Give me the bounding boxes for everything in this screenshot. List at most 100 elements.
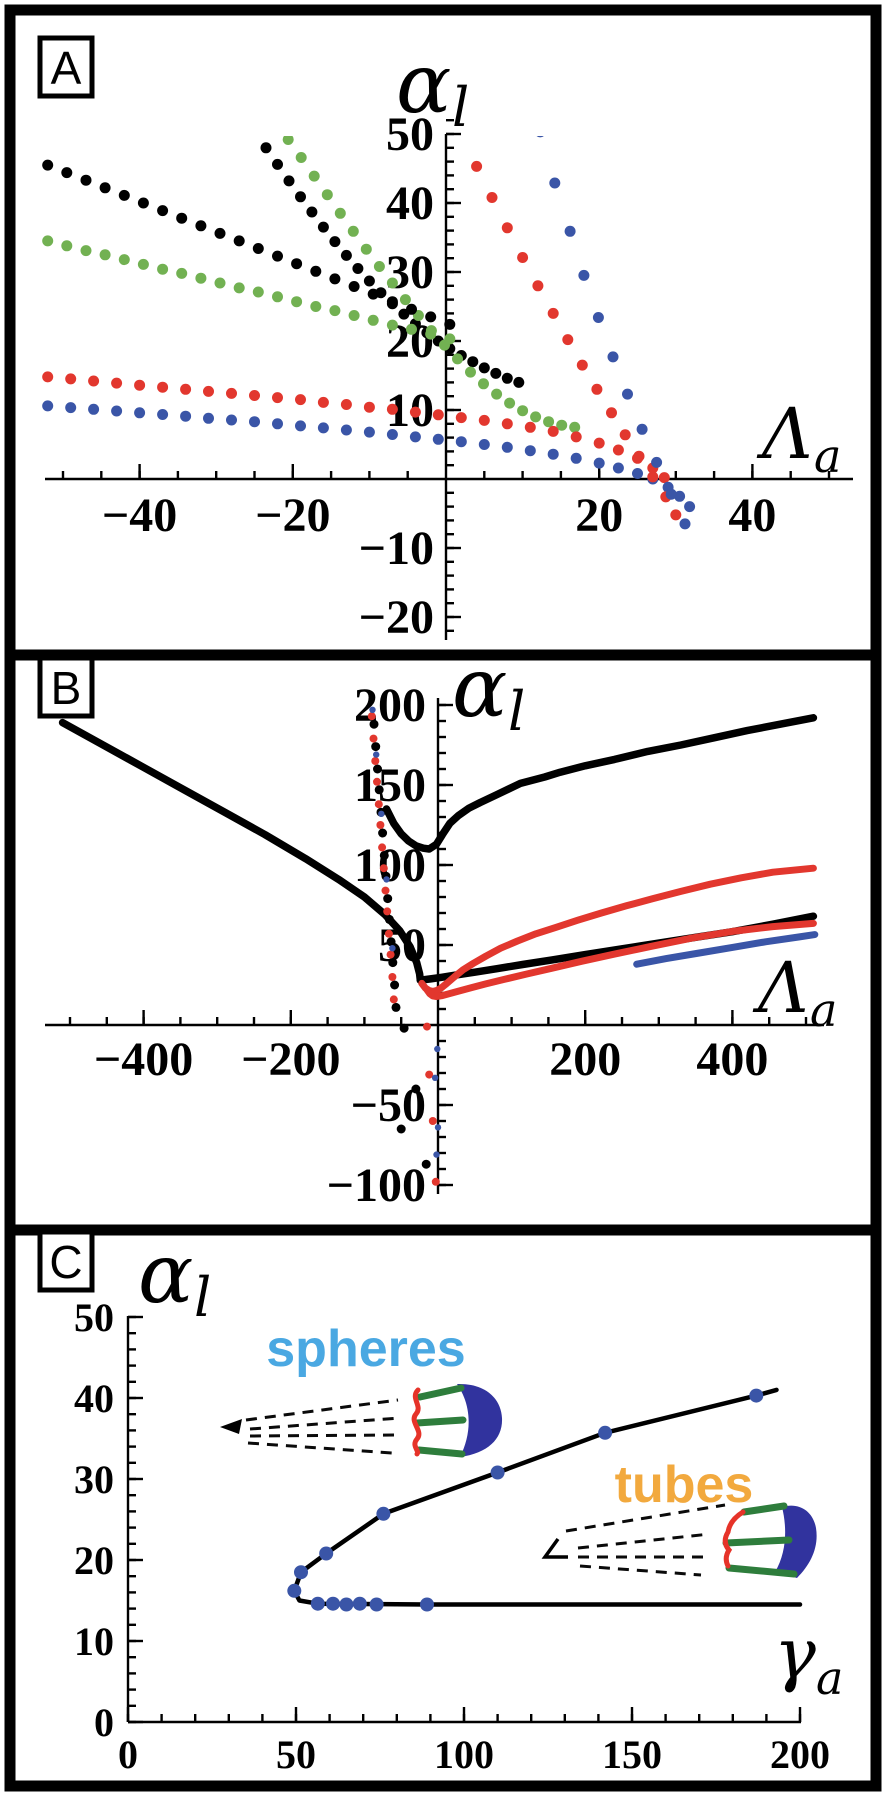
y-tick-label: 30 (386, 246, 434, 299)
black-shallow-dot (176, 212, 188, 224)
boundary-points-dot (420, 1597, 434, 1612)
blue-steep-dot (536, 136, 544, 138)
chain-red-dot (388, 973, 397, 981)
chain-blue-dot (378, 810, 385, 817)
tubes-fan-ray (565, 1503, 726, 1533)
spheres-fan-ray (247, 1441, 393, 1455)
panel-b-xtitle-sub: a (810, 983, 837, 1037)
x-tick-label: −200 (241, 1033, 340, 1086)
series-black-left-branch (58, 718, 425, 984)
blue-shallow-dot (180, 410, 192, 422)
blue-shallow-dot (501, 441, 513, 453)
y-tick-label: 0 (94, 1700, 114, 1745)
green-shallow-dot (137, 258, 149, 270)
red-steep-dot (517, 252, 529, 263)
green-shallow-dot (214, 277, 226, 289)
y-tick-label: 20 (74, 1538, 114, 1583)
chain-black-dot (374, 785, 384, 795)
green-shallow-dot (61, 240, 73, 252)
chain-black-dot (390, 980, 400, 990)
panel-c-label: C (49, 1236, 82, 1288)
x-tick-label: 0 (118, 1732, 138, 1777)
red-shallow-dot (249, 390, 260, 401)
red-shallow-dot (612, 444, 624, 456)
black-shallow-dot (272, 250, 283, 262)
panel-a-label-box (37, 35, 95, 99)
red-shallow-dot (42, 371, 54, 383)
red-steep-dot (471, 160, 483, 172)
panel-a-xtitle-sub: a (814, 429, 841, 483)
red-shallow-dot (593, 437, 605, 449)
boundary-points-dot (319, 1546, 334, 1561)
chain-black-dot (386, 937, 396, 947)
blue-shallow-dot (134, 407, 146, 419)
boundary-points-dot (598, 1425, 613, 1440)
chain-black-dot (384, 914, 394, 924)
blue-steep-dot (549, 177, 561, 189)
panel-b-label: B (51, 662, 82, 714)
chain-red-dot (423, 1022, 431, 1031)
black-shallow-dot (386, 296, 398, 308)
blue-shallow-dot (674, 490, 686, 502)
chain-red-dot (374, 800, 383, 809)
green-shallow-dot (272, 291, 283, 303)
red-steep-dot (647, 471, 659, 483)
chain-black-dot (396, 1124, 406, 1134)
x-tick-label: 150 (602, 1732, 662, 1777)
green-shallow-dot (310, 301, 322, 312)
boundary-points-dot (490, 1465, 505, 1480)
red-shallow-dot (65, 373, 77, 385)
red-shallow-dot (88, 375, 100, 387)
green-shallow-dot (99, 249, 111, 261)
chain-red-dot (369, 734, 378, 743)
chain-blue-dot (383, 876, 390, 883)
black-steep-dot (340, 249, 352, 261)
chain-blue-dot (389, 945, 396, 952)
x-tick-label: 200 (770, 1732, 830, 1777)
series-chain-black (369, 719, 431, 1169)
chain-blue-dot (369, 706, 376, 713)
green-steep-dot (386, 277, 398, 289)
blue-shallow-dot (432, 433, 444, 445)
black-steep-dot (363, 275, 375, 287)
green-steep-dot (334, 207, 346, 219)
blue-shallow-dot (478, 439, 490, 450)
green-steep-dot (569, 421, 581, 433)
chain-red-dot (379, 864, 388, 873)
black-steep-dot (478, 362, 490, 374)
red-shallow-dot (340, 399, 352, 410)
panel-c-plot: 0 50 100 150 200 0 10 20 30 40 50 (74, 1295, 830, 1777)
boundary-points-dot (294, 1565, 308, 1580)
panel-c-xtitle-sub: a (816, 1651, 843, 1705)
red-shallow-dot (203, 385, 214, 397)
sphere-illustration-icon (411, 1383, 503, 1458)
panel-c-frame (4, 1224, 882, 1792)
y-tick-label: 150 (354, 759, 426, 812)
chain-red-dot (371, 757, 380, 765)
chain-red-dot (383, 907, 392, 916)
boundary-points-dot (339, 1597, 354, 1612)
x-tick-label: −400 (94, 1033, 193, 1086)
red-steep-dot (547, 307, 559, 319)
tube-rim (722, 1509, 746, 1569)
blue-shallow-dot (249, 416, 260, 428)
sphere-rim (411, 1387, 422, 1457)
chain-blue-dot (433, 1151, 440, 1158)
blue-shallow-dot (612, 462, 624, 474)
series-black-upper-branch (382, 714, 818, 853)
red-shallow-dot (658, 472, 670, 484)
green-shallow-dot (195, 272, 207, 284)
blue-shallow-dot (409, 431, 421, 443)
x-tick-label: 50 (276, 1732, 316, 1777)
blue-steep-dot (679, 518, 691, 530)
red-shallow-dot (432, 409, 444, 421)
green-shallow-dot (80, 245, 92, 257)
black-shallow-dot (425, 311, 437, 323)
red-shallow-dot (226, 387, 237, 399)
blue-shallow-dot (317, 422, 329, 434)
red-steep-dot (591, 383, 603, 395)
series-blue-segment (633, 931, 819, 968)
tick-labels-C: 0 50 100 150 200 0 10 20 30 40 50 (74, 1295, 830, 1777)
green-shallow-dot (176, 267, 188, 279)
